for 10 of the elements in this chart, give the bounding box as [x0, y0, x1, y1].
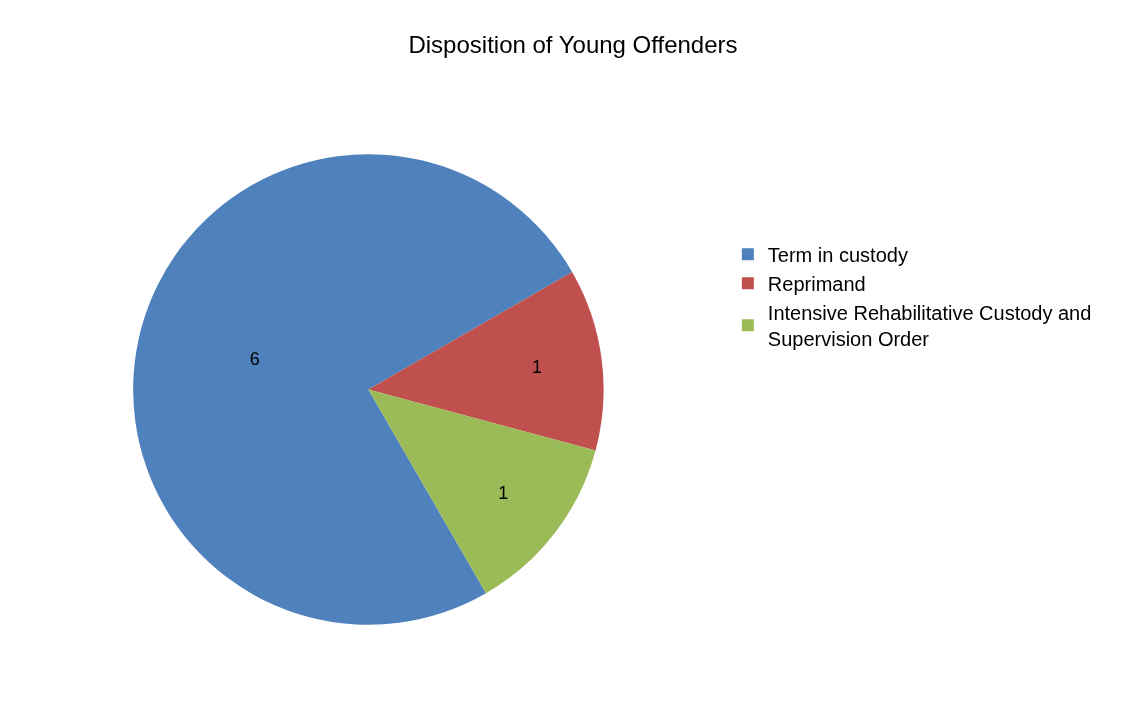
data-label: 1 [498, 483, 509, 504]
pie-slice [368, 271, 604, 451]
legend-label: Intensive Rehabilitative Custody and Supervision Order [767, 302, 1092, 351]
data-label: 1 [532, 357, 543, 378]
data-label: 6 [249, 349, 260, 370]
pie-slice [368, 389, 596, 594]
chart-title: Disposition of Young Offenders [408, 30, 738, 58]
legend-label: Term in custody [767, 244, 908, 267]
legend-label: Reprimand [767, 273, 866, 296]
pie-slice [133, 154, 573, 625]
